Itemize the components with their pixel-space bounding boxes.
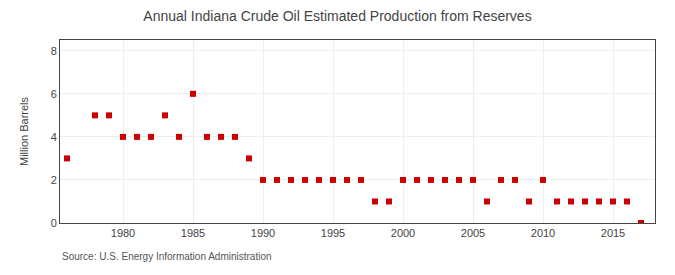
svg-text:Million Barrels: Million Barrels — [18, 96, 30, 166]
svg-text:0: 0 — [51, 217, 57, 229]
svg-text:6: 6 — [51, 88, 57, 100]
svg-text:2015: 2015 — [601, 227, 625, 239]
svg-text:1985: 1985 — [181, 227, 205, 239]
svg-text:1990: 1990 — [251, 227, 275, 239]
svg-text:2010: 2010 — [531, 227, 555, 239]
svg-text:2: 2 — [51, 174, 57, 186]
svg-text:Annual Indiana Crude Oil Estim: Annual Indiana Crude Oil Estimated Produ… — [143, 8, 531, 24]
svg-text:1995: 1995 — [321, 227, 345, 239]
svg-text:Source: U.S. Energy Informatio: Source: U.S. Energy Information Administ… — [62, 251, 272, 262]
svg-text:2005: 2005 — [461, 227, 485, 239]
svg-text:4: 4 — [51, 131, 57, 143]
svg-text:2000: 2000 — [391, 227, 415, 239]
svg-text:1980: 1980 — [111, 227, 135, 239]
svg-text:8: 8 — [51, 45, 57, 57]
